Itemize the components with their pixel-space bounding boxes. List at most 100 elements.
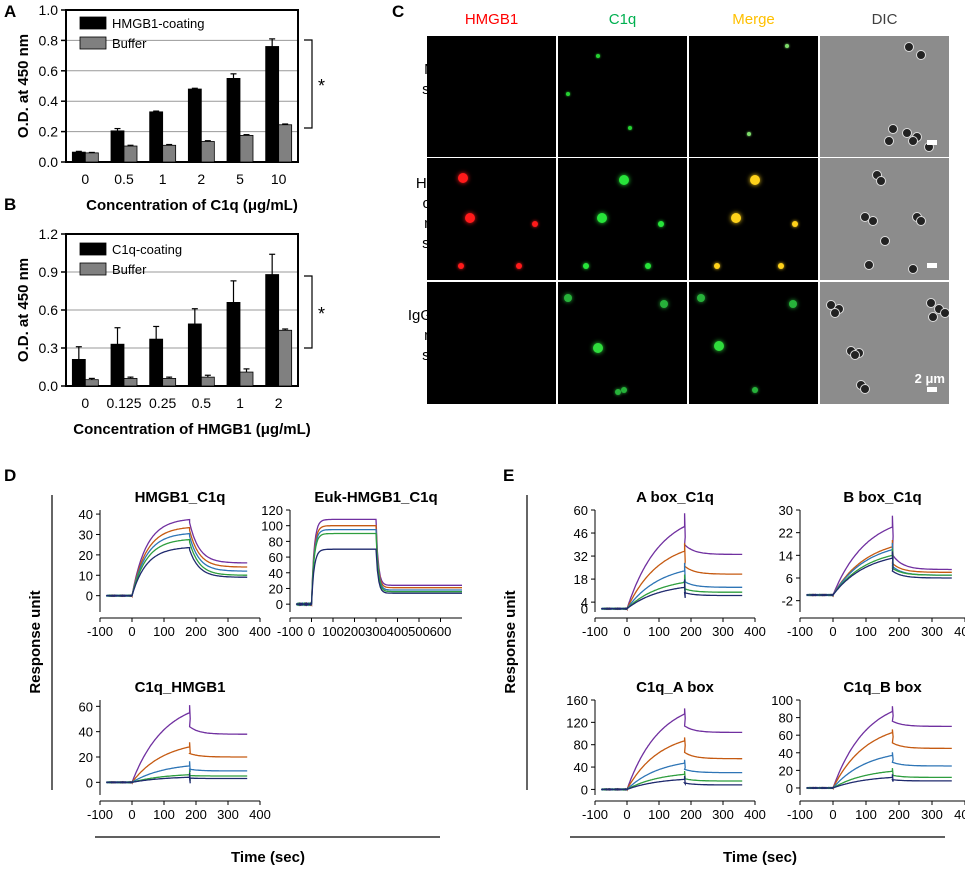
bar-chart-a: 0.0 0.2 0.4 0.6 0.8 1.0 0 0.5 1 2 5 10 HMGB1-coating… — [15, 2, 325, 214]
fluorescent-spot — [465, 213, 475, 223]
x-tick-label: 0 — [623, 807, 630, 822]
y-tick-label: 40 — [79, 725, 93, 740]
chart-title: Euk-HMGB1_C1q — [314, 489, 437, 506]
micrograph — [427, 158, 556, 280]
sensorgram-line — [105, 532, 248, 598]
y-tick-label: 40 — [779, 746, 793, 761]
x-tick-label: -100 — [277, 624, 303, 639]
bar — [187, 88, 202, 163]
y-tick-label: 0 — [581, 782, 588, 797]
d-x-axis-label: Time (sec) — [231, 849, 305, 866]
y-tick-label: 0 — [86, 775, 93, 790]
micrograph — [820, 158, 949, 280]
y-axis-label: O.D. at 450 nm — [15, 34, 32, 138]
significance-bracket — [304, 275, 313, 349]
bar — [265, 274, 280, 387]
x-tick-label: 200 — [344, 624, 366, 639]
x-tick-label: 0.25 — [149, 395, 176, 411]
micrograph — [427, 36, 556, 157]
x-tick-label: 200 — [888, 624, 910, 639]
x-tick-label: 400 — [744, 807, 766, 822]
y-tick-label: 0.6 — [39, 63, 59, 79]
sensorgram-line — [105, 546, 248, 598]
bar — [123, 377, 138, 387]
x-tick-label: 100 — [648, 624, 670, 639]
x-tick-label: 1 — [236, 395, 244, 411]
bar — [226, 302, 241, 387]
bar — [239, 134, 254, 163]
micrograph — [689, 282, 818, 404]
significance-bracket — [304, 39, 313, 129]
y-tick-label: 4 — [581, 595, 588, 610]
bar — [239, 371, 254, 387]
x-tick-label: 0 — [829, 807, 836, 822]
y-tick-label: -2 — [781, 594, 793, 609]
y-tick-label: 0.4 — [39, 93, 59, 109]
y-tick-label: 100 — [771, 693, 793, 708]
x-tick-label: -100 — [87, 624, 113, 639]
chart-title: A box_C1q — [636, 489, 714, 506]
x-tick-label: 400 — [249, 807, 271, 822]
y-tick-label: 32 — [574, 549, 588, 564]
chart-title: B box_C1q — [843, 489, 921, 506]
chart-title: HMGB1_C1q — [135, 489, 226, 506]
y-tick-label: 0.8 — [39, 32, 59, 48]
y-tick-label: 40 — [79, 507, 93, 522]
y-tick-label: 10 — [79, 568, 93, 583]
x-tick-label: 100 — [322, 624, 344, 639]
bar — [149, 338, 164, 387]
x-tick-label: 400 — [387, 624, 409, 639]
bead — [860, 384, 870, 394]
micrograph — [820, 36, 949, 157]
x-tick-label: -100 — [582, 624, 608, 639]
bar — [84, 379, 99, 387]
bar — [123, 145, 138, 163]
fluorescent-spot — [458, 263, 464, 269]
fluorescent-spot — [619, 175, 629, 185]
x-tick-label: 0 — [829, 624, 836, 639]
x-tick-label: 100 — [648, 807, 670, 822]
d-y-axis-label: Response unit — [27, 590, 44, 693]
bar — [162, 144, 177, 163]
y-axis-label: O.D. at 450 nm — [15, 258, 32, 362]
x-tick-label: 200 — [888, 807, 910, 822]
bead — [880, 236, 890, 246]
fluorescent-spot — [597, 213, 607, 223]
scale-bar — [927, 140, 937, 145]
y-tick-label: 20 — [779, 763, 793, 778]
legend-swatch — [79, 242, 107, 256]
column-header-dic: DIC — [871, 11, 898, 28]
sensorgram-line — [600, 775, 743, 791]
micrograph — [558, 158, 687, 280]
sensorgram-line — [806, 706, 952, 791]
x-tick-label: 2 — [197, 171, 205, 187]
micrograph — [689, 36, 818, 157]
fluorescent-spot — [789, 300, 797, 308]
fluorescent-spot — [596, 54, 600, 58]
x-tick-label: 400 — [249, 624, 271, 639]
x-tick-label: 400 — [954, 624, 965, 639]
fluorescent-spot — [658, 221, 664, 227]
fluorescent-spot — [785, 44, 789, 48]
x-tick-label: 10 — [271, 171, 287, 187]
y-tick-label: 100 — [261, 519, 283, 534]
sensorgram-line — [601, 708, 743, 792]
micrograph — [558, 36, 687, 157]
panel-label-d: D — [4, 466, 17, 485]
y-tick-label: 0 — [276, 597, 283, 612]
bar — [278, 329, 293, 387]
microscopy-panel: HMGB1C1qMergeDICMicro-sphereonlyHMGB1-co… — [395, 0, 960, 410]
sensorgram-line — [105, 772, 248, 784]
y-tick-label: 0.6 — [39, 302, 59, 318]
sensorgram-line — [295, 548, 462, 607]
sensorgram-line — [105, 761, 248, 784]
x-tick-label: 0 — [308, 624, 315, 639]
fluorescent-spot — [458, 173, 468, 183]
fluorescent-spot — [792, 221, 798, 227]
bar — [110, 343, 125, 387]
fluorescent-spot — [750, 175, 760, 185]
scale-bar — [927, 263, 937, 268]
sensorgram-line — [106, 770, 248, 784]
bar — [149, 111, 164, 163]
sensorgram-line — [600, 562, 743, 611]
